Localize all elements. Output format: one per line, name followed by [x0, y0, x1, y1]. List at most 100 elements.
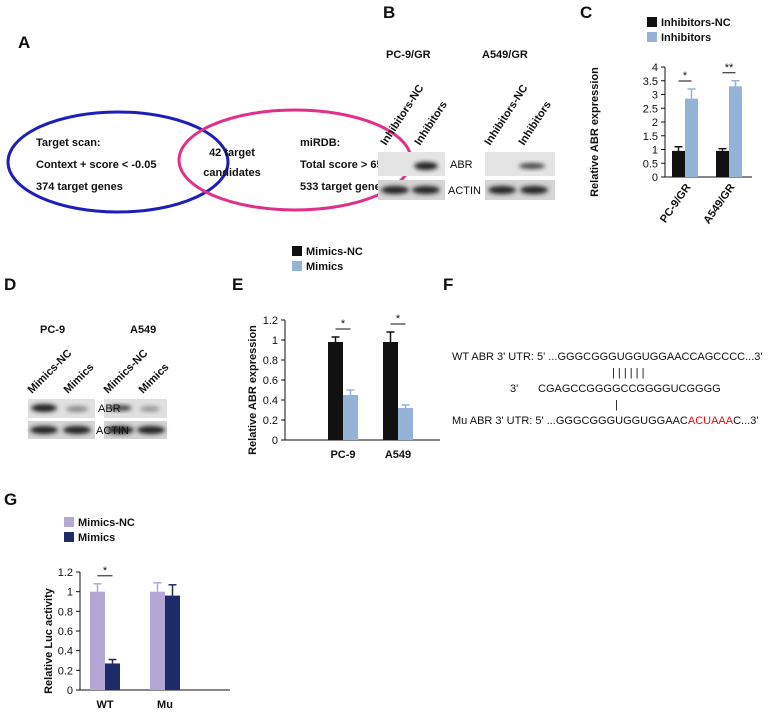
y-tick-label: 0	[67, 685, 73, 697]
significance-label: *	[103, 565, 108, 577]
bar	[398, 408, 413, 440]
band	[519, 163, 545, 169]
sequence-line: 3'	[510, 383, 518, 395]
venn-text: Target scan:	[36, 137, 101, 149]
significance-label: *	[341, 318, 346, 330]
legend-label: Mimics	[78, 532, 115, 544]
panel-label: E	[232, 275, 243, 294]
panel-label: B	[383, 3, 395, 22]
blot	[28, 399, 95, 418]
panel-label: D	[4, 275, 16, 294]
legend-label: Mimics-NC	[306, 246, 363, 258]
panel-label: F	[443, 275, 453, 294]
y-tick-label: 1	[272, 335, 278, 347]
sequence-line: CGAGCCGGGGCCGGGGUCGGGG	[538, 383, 721, 395]
x-tick-label: A549	[385, 449, 411, 461]
sequence-line: WT ABR 3' UTR: 5' ...GGGCGGGUGGUGGAACCAG…	[452, 351, 762, 363]
y-tick-label: 4	[652, 62, 658, 74]
bar	[150, 591, 165, 690]
band	[106, 426, 134, 434]
panel-label: C	[580, 3, 592, 22]
lane-label: Inhibitors	[412, 99, 449, 148]
sequence-line: Mu ABR 3' UTR: 5' ...GGGCGGGUGGUGGAACACU…	[452, 415, 758, 427]
legend-swatch	[292, 246, 302, 256]
bar	[672, 150, 685, 177]
band	[63, 426, 91, 434]
y-tick-label: 1.2	[58, 567, 73, 579]
legend-label: Mimics	[306, 261, 343, 273]
venn-text: Context + score < -0.05	[36, 159, 156, 171]
cell-label: A549/GR	[482, 49, 528, 61]
bar	[716, 150, 729, 177]
band	[108, 405, 132, 411]
venn-text: Total score > 65	[300, 159, 383, 171]
venn-text: candidates	[203, 167, 260, 179]
band	[381, 186, 409, 194]
x-tick-label: PC-9	[330, 449, 355, 461]
legend-swatch	[64, 517, 74, 527]
significance-label: **	[725, 62, 734, 74]
band-label: ACTIN	[448, 185, 481, 197]
cell-label: A549	[130, 324, 156, 336]
y-tick-label: 1.2	[263, 315, 278, 327]
cell-label: PC-9	[40, 324, 65, 336]
blot	[28, 421, 95, 439]
y-axis-label: Relative Luc activity	[43, 587, 55, 694]
band	[412, 186, 440, 194]
y-axis-label: Relative ABR expression	[589, 67, 601, 197]
venn-text: 374 target genes	[36, 181, 123, 193]
bar	[328, 342, 343, 440]
x-tick-label: A549/GR	[701, 182, 737, 226]
y-tick-label: 0.8	[58, 606, 73, 618]
legend-label: Mimics-NC	[78, 517, 135, 529]
blot	[104, 421, 167, 439]
blot	[104, 399, 167, 418]
y-tick-label: 0	[272, 435, 278, 447]
band-label: ABR	[98, 403, 121, 415]
band	[31, 404, 57, 412]
sequence-part: C...3'	[733, 415, 758, 427]
lane-label: Mimics	[137, 361, 172, 396]
band	[66, 406, 88, 412]
lane-label: Mimics	[62, 361, 97, 396]
x-tick-label: Mu	[157, 699, 173, 711]
band	[137, 426, 165, 434]
venn-text: miRDB:	[300, 137, 340, 149]
bar	[343, 395, 358, 440]
band	[414, 162, 438, 170]
cell-label: PC-9/GR	[386, 49, 431, 61]
bar	[383, 342, 398, 440]
y-tick-label: 0.6	[58, 626, 73, 638]
band	[520, 186, 548, 194]
y-tick-label: 3	[652, 90, 658, 102]
band	[30, 426, 58, 434]
y-tick-label: 0.6	[263, 375, 278, 387]
bar	[90, 591, 105, 690]
legend-swatch	[647, 32, 657, 42]
y-tick-label: 0.4	[58, 646, 73, 658]
bar	[105, 663, 120, 690]
band	[488, 186, 516, 194]
lane-label: Inhibitors	[516, 99, 553, 148]
bar	[165, 595, 180, 690]
legend-swatch	[64, 532, 74, 542]
band	[140, 406, 160, 412]
bar	[729, 86, 742, 177]
mutated-sequence: ACUAAA	[688, 415, 734, 427]
venn-circle	[6, 110, 230, 214]
band-label: ACTIN	[96, 425, 129, 437]
y-tick-label: 1	[67, 587, 73, 599]
pairing: | | | | | |	[612, 367, 644, 379]
y-tick-label: 2.5	[643, 103, 658, 115]
venn-text: 42 target	[209, 147, 255, 159]
legend-swatch	[647, 17, 657, 27]
y-tick-label: 0.2	[263, 415, 278, 427]
y-tick-label: 0.4	[263, 395, 278, 407]
band-label: ABR	[450, 159, 473, 171]
sequence-part: Mu ABR 3' UTR: 5' ...GGGCGGGUGGUGGAAC	[452, 415, 688, 427]
y-tick-label: 3.5	[643, 76, 658, 88]
legend-label: Inhibitors-NC	[661, 17, 731, 29]
y-tick-label: 1.5	[643, 131, 658, 143]
pairing: |	[615, 399, 618, 411]
y-tick-label: 0	[652, 172, 658, 184]
